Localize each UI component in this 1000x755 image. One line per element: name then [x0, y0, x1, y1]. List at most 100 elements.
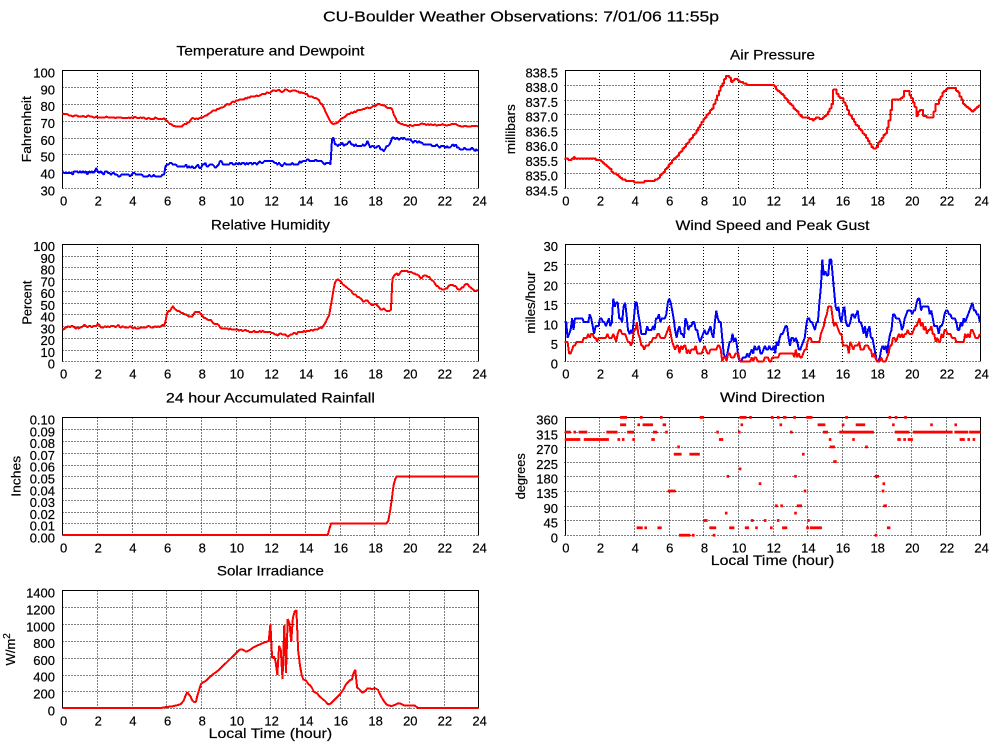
svg-text:834.5: 834.5 [525, 183, 558, 198]
svg-text:12: 12 [767, 194, 781, 209]
svg-text:45: 45 [544, 516, 558, 531]
svg-text:4: 4 [632, 367, 639, 382]
svg-text:16: 16 [836, 367, 850, 382]
svg-text:8: 8 [199, 541, 206, 556]
svg-text:1400: 1400 [26, 586, 55, 601]
svg-text:8: 8 [701, 541, 708, 556]
svg-text:6: 6 [666, 541, 673, 556]
svg-text:10: 10 [230, 541, 244, 556]
svg-text:20: 20 [544, 278, 558, 293]
svg-text:2: 2 [597, 367, 604, 382]
svg-text:18: 18 [368, 194, 382, 209]
svg-text:Local Time (hour): Local Time (hour) [711, 552, 835, 568]
svg-text:225: 225 [536, 457, 558, 472]
svg-text:10: 10 [41, 345, 55, 360]
svg-text:837.0: 837.0 [525, 110, 558, 125]
svg-text:10: 10 [732, 194, 746, 209]
svg-text:837.5: 837.5 [525, 95, 558, 110]
svg-text:2: 2 [95, 714, 102, 729]
svg-text:10: 10 [230, 194, 244, 209]
svg-text:20: 20 [403, 367, 417, 382]
svg-text:8: 8 [199, 714, 206, 729]
svg-text:80: 80 [41, 99, 55, 114]
svg-text:24: 24 [472, 194, 486, 209]
svg-text:18: 18 [368, 367, 382, 382]
svg-text:2: 2 [597, 541, 604, 556]
svg-text:838.5: 838.5 [525, 65, 558, 80]
svg-text:0: 0 [48, 357, 55, 372]
svg-text:0: 0 [562, 541, 569, 556]
svg-text:Wind Speed and Peak Gust: Wind Speed and Peak Gust [676, 217, 870, 233]
svg-text:22: 22 [940, 194, 954, 209]
svg-text:22: 22 [438, 367, 452, 382]
svg-text:14: 14 [299, 541, 313, 556]
svg-text:18: 18 [870, 367, 884, 382]
svg-text:20: 20 [905, 367, 919, 382]
svg-text:0: 0 [551, 530, 558, 545]
svg-text:836.5: 836.5 [525, 124, 558, 139]
svg-text:835.0: 835.0 [525, 169, 558, 184]
svg-text:40: 40 [41, 310, 55, 325]
svg-text:0: 0 [562, 194, 569, 209]
svg-text:60: 60 [41, 286, 55, 301]
svg-text:15: 15 [544, 298, 558, 313]
svg-text:24: 24 [974, 194, 988, 209]
svg-text:millibars: millibars [503, 104, 518, 155]
svg-text:Inches: Inches [9, 455, 24, 497]
svg-text:0.06: 0.06 [30, 460, 55, 475]
svg-text:0.07: 0.07 [30, 448, 55, 463]
svg-text:0.01: 0.01 [30, 519, 55, 534]
svg-text:2: 2 [597, 194, 604, 209]
svg-text:30: 30 [41, 183, 55, 198]
svg-text:25: 25 [544, 259, 558, 274]
svg-text:14: 14 [801, 367, 815, 382]
svg-text:16: 16 [836, 541, 850, 556]
svg-text:6: 6 [164, 714, 171, 729]
svg-text:90: 90 [544, 501, 558, 516]
svg-text:Air Pressure: Air Pressure [730, 47, 815, 63]
svg-text:0.03: 0.03 [30, 495, 55, 510]
svg-text:18: 18 [870, 194, 884, 209]
svg-text:4: 4 [129, 714, 136, 729]
svg-text:22: 22 [940, 367, 954, 382]
svg-text:2: 2 [95, 194, 102, 209]
svg-text:0: 0 [60, 194, 67, 209]
svg-text:Relative Humidity: Relative Humidity [211, 217, 330, 233]
svg-text:22: 22 [438, 194, 452, 209]
svg-text:22: 22 [438, 714, 452, 729]
svg-text:1200: 1200 [26, 602, 55, 617]
svg-text:60: 60 [41, 133, 55, 148]
svg-text:100: 100 [33, 239, 55, 254]
svg-text:0.09: 0.09 [30, 424, 55, 439]
svg-text:12: 12 [767, 367, 781, 382]
svg-text:12: 12 [264, 541, 278, 556]
svg-text:4: 4 [632, 541, 639, 556]
svg-text:0.10: 0.10 [30, 413, 55, 428]
svg-text:30: 30 [544, 239, 558, 254]
svg-text:80: 80 [41, 263, 55, 278]
svg-text:836.0: 836.0 [525, 139, 558, 154]
svg-text:600: 600 [33, 653, 55, 668]
svg-text:20: 20 [403, 194, 417, 209]
svg-text:8: 8 [701, 367, 708, 382]
svg-text:360: 360 [536, 413, 558, 428]
svg-text:838.0: 838.0 [525, 80, 558, 95]
svg-text:12: 12 [264, 194, 278, 209]
svg-text:16: 16 [334, 194, 348, 209]
svg-text:20: 20 [41, 333, 55, 348]
svg-text:Solar Irradiance: Solar Irradiance [217, 563, 324, 579]
svg-text:degrees: degrees [513, 453, 528, 499]
svg-text:100: 100 [33, 65, 55, 80]
svg-text:16: 16 [836, 194, 850, 209]
svg-text:12: 12 [264, 367, 278, 382]
svg-text:0.05: 0.05 [30, 472, 55, 487]
svg-text:0: 0 [60, 714, 67, 729]
svg-text:24: 24 [472, 541, 486, 556]
svg-text:0: 0 [60, 541, 67, 556]
svg-text:14: 14 [299, 367, 313, 382]
svg-text:Local Time (hour): Local Time (hour) [209, 725, 333, 741]
svg-text:0: 0 [562, 367, 569, 382]
svg-text:Wind Direction: Wind Direction [720, 389, 825, 405]
svg-text:6: 6 [666, 194, 673, 209]
svg-text:20: 20 [905, 194, 919, 209]
